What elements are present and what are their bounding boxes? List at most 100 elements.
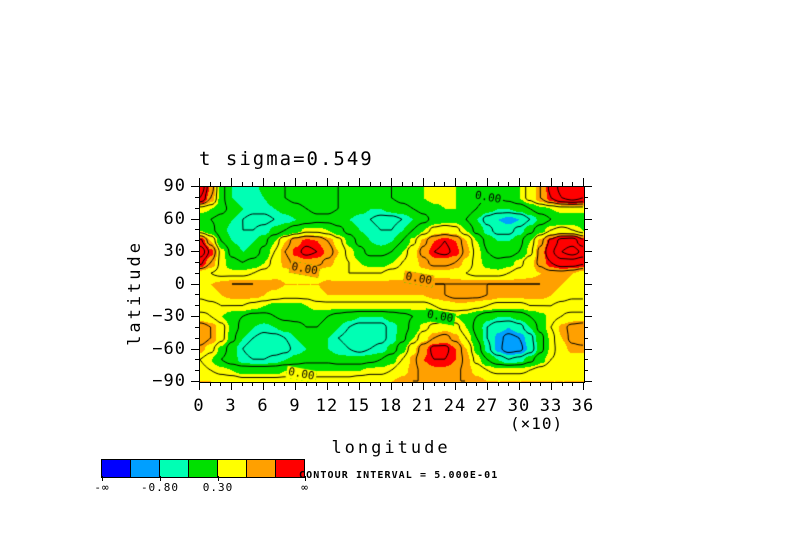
x-tick xyxy=(199,382,200,390)
x-tick xyxy=(551,178,552,186)
colorbar-band xyxy=(102,460,130,477)
colorbar-band xyxy=(217,460,246,477)
colorbar-label: -∞ xyxy=(94,481,110,494)
x-tick xyxy=(210,182,211,186)
y-tick xyxy=(584,229,588,230)
x-tick-label: 15 xyxy=(347,396,371,416)
x-tick xyxy=(583,382,584,390)
x-tick xyxy=(434,382,435,386)
x-tick xyxy=(476,382,477,386)
x-tick xyxy=(263,178,264,186)
colorbar-label: -0.80 xyxy=(140,481,180,494)
y-tick xyxy=(584,370,588,371)
x-tick xyxy=(423,382,424,390)
y-tick xyxy=(191,186,199,187)
x-tick xyxy=(295,178,296,186)
y-tick xyxy=(584,305,588,306)
x-tick xyxy=(519,178,520,186)
x-tick xyxy=(391,178,392,186)
colorbar-tick xyxy=(218,476,219,481)
contour-plot-area xyxy=(199,186,585,383)
x-tick-label: 30 xyxy=(507,396,531,416)
y-tick-label: 0 xyxy=(174,273,186,294)
x-tick xyxy=(402,382,403,386)
y-tick xyxy=(584,359,588,360)
x-tick xyxy=(562,382,563,386)
colorbar-label: 0.30 xyxy=(202,481,234,494)
x-tick xyxy=(540,182,541,186)
y-tick-label: −90 xyxy=(152,371,186,391)
colorbar-band xyxy=(159,460,188,477)
x-tick xyxy=(306,382,307,386)
y-tick xyxy=(195,305,199,306)
x-tick xyxy=(498,182,499,186)
x-tick xyxy=(423,178,424,186)
contour-interval-note: CONTOUR INTERVAL = 5.000E-01 xyxy=(299,470,499,481)
x-tick-label: 18 xyxy=(379,396,403,416)
x-tick xyxy=(242,382,243,386)
x-tick xyxy=(412,182,413,186)
x-tick xyxy=(572,182,573,186)
x-tick xyxy=(487,382,488,390)
y-tick xyxy=(584,251,592,252)
x-tick xyxy=(359,178,360,186)
x-tick xyxy=(284,382,285,386)
y-tick xyxy=(195,273,199,274)
y-tick xyxy=(584,381,592,382)
x-tick xyxy=(530,182,531,186)
x-tick xyxy=(316,182,317,186)
x-tick xyxy=(380,382,381,386)
y-tick-label: 90 xyxy=(163,176,186,196)
colorbar-band xyxy=(275,460,304,477)
x-tick xyxy=(466,182,467,186)
y-tick xyxy=(584,338,588,339)
x-tick xyxy=(338,382,339,386)
x-tick xyxy=(444,382,445,386)
colorbar-band xyxy=(188,460,217,477)
x-tick xyxy=(348,382,349,386)
x-tick xyxy=(327,178,328,186)
x-tick xyxy=(220,382,221,386)
y-tick xyxy=(195,338,199,339)
y-tick xyxy=(191,219,199,220)
x-tick xyxy=(530,382,531,386)
contour-field xyxy=(200,187,584,382)
x-tick xyxy=(551,382,552,390)
y-tick xyxy=(584,208,588,209)
page-title: t sigma=0.549 xyxy=(199,148,374,170)
y-tick xyxy=(584,273,588,274)
y-tick xyxy=(584,349,592,350)
y-tick-label: 30 xyxy=(163,241,186,261)
x-tick-label: 21 xyxy=(411,396,435,416)
y-tick xyxy=(584,284,592,285)
y-tick xyxy=(191,316,199,317)
x-tick xyxy=(402,182,403,186)
y-tick xyxy=(191,284,199,285)
y-tick xyxy=(195,240,199,241)
y-tick xyxy=(191,349,199,350)
x-tick xyxy=(274,182,275,186)
x-tick xyxy=(220,182,221,186)
x-tick xyxy=(359,382,360,390)
y-tick xyxy=(584,186,592,187)
y-tick xyxy=(195,359,199,360)
y-tick xyxy=(584,294,588,295)
y-tick xyxy=(584,197,588,198)
x-tick xyxy=(412,382,413,386)
colorbar-label: ∞ xyxy=(301,481,309,494)
x-tick xyxy=(434,182,435,186)
colorbar-tick xyxy=(160,476,161,481)
x-tick xyxy=(252,182,253,186)
x-tick xyxy=(348,182,349,186)
x-tick xyxy=(572,382,573,386)
y-tick xyxy=(195,327,199,328)
x-tick xyxy=(295,382,296,390)
colorbar-band xyxy=(246,460,275,477)
x-tick xyxy=(498,382,499,386)
y-tick xyxy=(584,327,588,328)
colorbar-tick xyxy=(102,476,103,481)
x-tick xyxy=(370,182,371,186)
y-tick-label: −30 xyxy=(152,306,186,326)
x-axis-multiplier: (×10) xyxy=(510,414,564,433)
y-tick-label: −60 xyxy=(152,338,186,359)
